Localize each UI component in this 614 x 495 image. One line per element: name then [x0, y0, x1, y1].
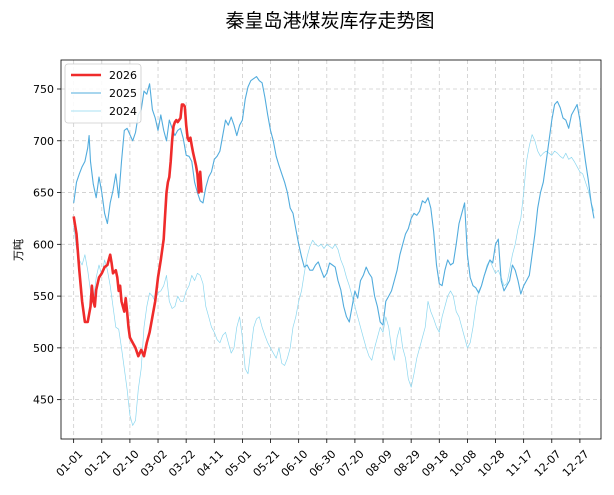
y-tick-label: 500	[33, 342, 54, 355]
x-tick-label: 05-21	[251, 448, 283, 480]
y-tick-label: 700	[33, 135, 54, 148]
x-tick-label: 06-10	[279, 448, 311, 480]
x-tick-label: 12-27	[560, 448, 592, 480]
x-tick-label: 07-20	[335, 448, 367, 480]
x-tick-label: 01-21	[82, 448, 114, 480]
legend-label-2026: 2026	[109, 69, 137, 82]
series-group	[72, 76, 595, 426]
x-tick-label: 10-08	[447, 448, 479, 480]
x-axis: 01-0101-2102-1003-0203-2204-1105-0105-21…	[54, 439, 592, 479]
grid	[61, 60, 601, 439]
y-tick-label: 650	[33, 187, 54, 200]
legend-label-2025: 2025	[109, 87, 137, 100]
y-tick-label: 750	[33, 83, 54, 96]
y-tick-label: 550	[33, 290, 54, 303]
x-tick-label: 08-09	[363, 448, 395, 480]
x-tick-label: 02-10	[110, 448, 142, 480]
y-tick-label: 450	[33, 394, 54, 407]
x-tick-label: 03-22	[166, 448, 198, 480]
y-axis: 450 500 550 600 650 700 750	[33, 83, 61, 407]
x-tick-label: 05-01	[222, 448, 254, 480]
x-tick-label: 04-11	[194, 448, 226, 480]
series-line-2025	[73, 76, 595, 326]
y-tick-label: 600	[33, 238, 54, 251]
x-tick-label: 12-07	[532, 448, 564, 480]
x-tick-label: 01-01	[54, 448, 86, 480]
x-tick-label: 11-17	[504, 448, 536, 480]
series-line-2024	[73, 134, 595, 426]
series-line-2026	[72, 103, 203, 358]
chart-title: 秦皇岛港煤炭库存走势图	[225, 10, 434, 32]
x-tick-label: 03-02	[138, 448, 170, 480]
x-tick-label: 10-28	[476, 448, 508, 480]
plot-frame	[60, 59, 602, 440]
legend-box	[64, 63, 142, 124]
y-axis-label: 万吨	[12, 239, 25, 261]
x-tick-label: 08-29	[391, 448, 423, 480]
legend-label-2024: 2024	[109, 105, 137, 118]
x-tick-label: 06-30	[307, 448, 339, 480]
x-tick-label: 09-18	[419, 448, 451, 480]
legend: 2026 2025 2024	[64, 63, 142, 124]
